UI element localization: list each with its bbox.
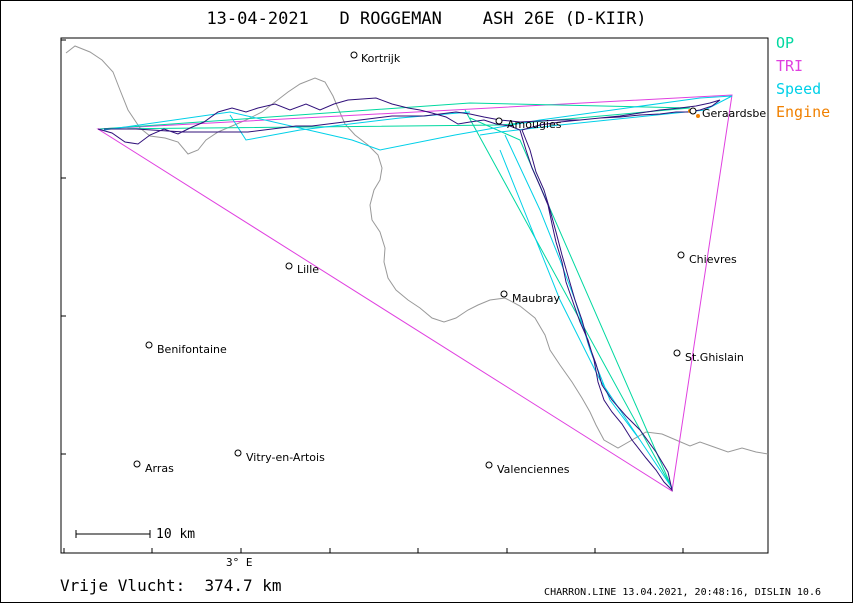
town-label-chievres: Chievres	[689, 253, 737, 266]
town-marker	[133, 460, 141, 468]
town-label-amougies: Amougies	[507, 118, 562, 131]
free-flight-distance: Vrije Vlucht: 374.7 km	[60, 576, 282, 595]
engine-mark	[696, 114, 700, 118]
legend-engine: Engine	[776, 103, 831, 121]
town-labels: Kortrijk Amougies Geraardsbe Lille Chiev…	[145, 52, 766, 476]
town-label-valenciennes: Valenciennes	[497, 463, 570, 476]
town-label-benifontaine: Benifontaine	[157, 343, 227, 356]
scale-bar	[75, 530, 151, 538]
town-marker	[677, 251, 685, 259]
town-label-arras: Arras	[145, 462, 174, 475]
town-marker	[495, 117, 503, 125]
legend-speed: Speed	[776, 80, 822, 98]
town-label-geraardsbergen: Geraardsbe	[702, 107, 766, 120]
town-marker	[285, 262, 293, 270]
flight-title: 13-04-2021 D ROGGEMAN ASH 26E (D-KIIR)	[206, 9, 647, 29]
plot-area	[60, 37, 769, 554]
town-marker	[145, 341, 153, 349]
task-triangle	[96, 94, 733, 492]
town-marker	[485, 461, 493, 469]
town-label-st-ghislain: St.Ghislain	[685, 351, 744, 364]
country-border	[65, 45, 769, 455]
town-label-lille: Lille	[297, 263, 319, 276]
town-label-maubray: Maubray	[512, 292, 560, 305]
town-marker	[689, 107, 697, 115]
town-label-kortrijk: Kortrijk	[361, 52, 401, 65]
town-marker	[500, 290, 508, 298]
town-marker	[350, 51, 358, 59]
town-marker	[673, 349, 681, 357]
town-label-vitry-en-artois: Vitry-en-Artois	[246, 451, 325, 464]
town-marker	[234, 449, 242, 457]
longitude-label: 3° E	[226, 556, 253, 569]
legend-tri: TRI	[776, 57, 804, 75]
footer-info: CHARRON.LINE 13.04.2021, 20:48:16, DISLI…	[544, 587, 821, 598]
flight-track	[97, 97, 721, 492]
legend-op: OP	[776, 34, 795, 52]
axis-ticks	[61, 39, 684, 553]
scale-label: 10 km	[156, 527, 195, 542]
op-lines	[99, 95, 733, 489]
towns	[133, 51, 697, 469]
